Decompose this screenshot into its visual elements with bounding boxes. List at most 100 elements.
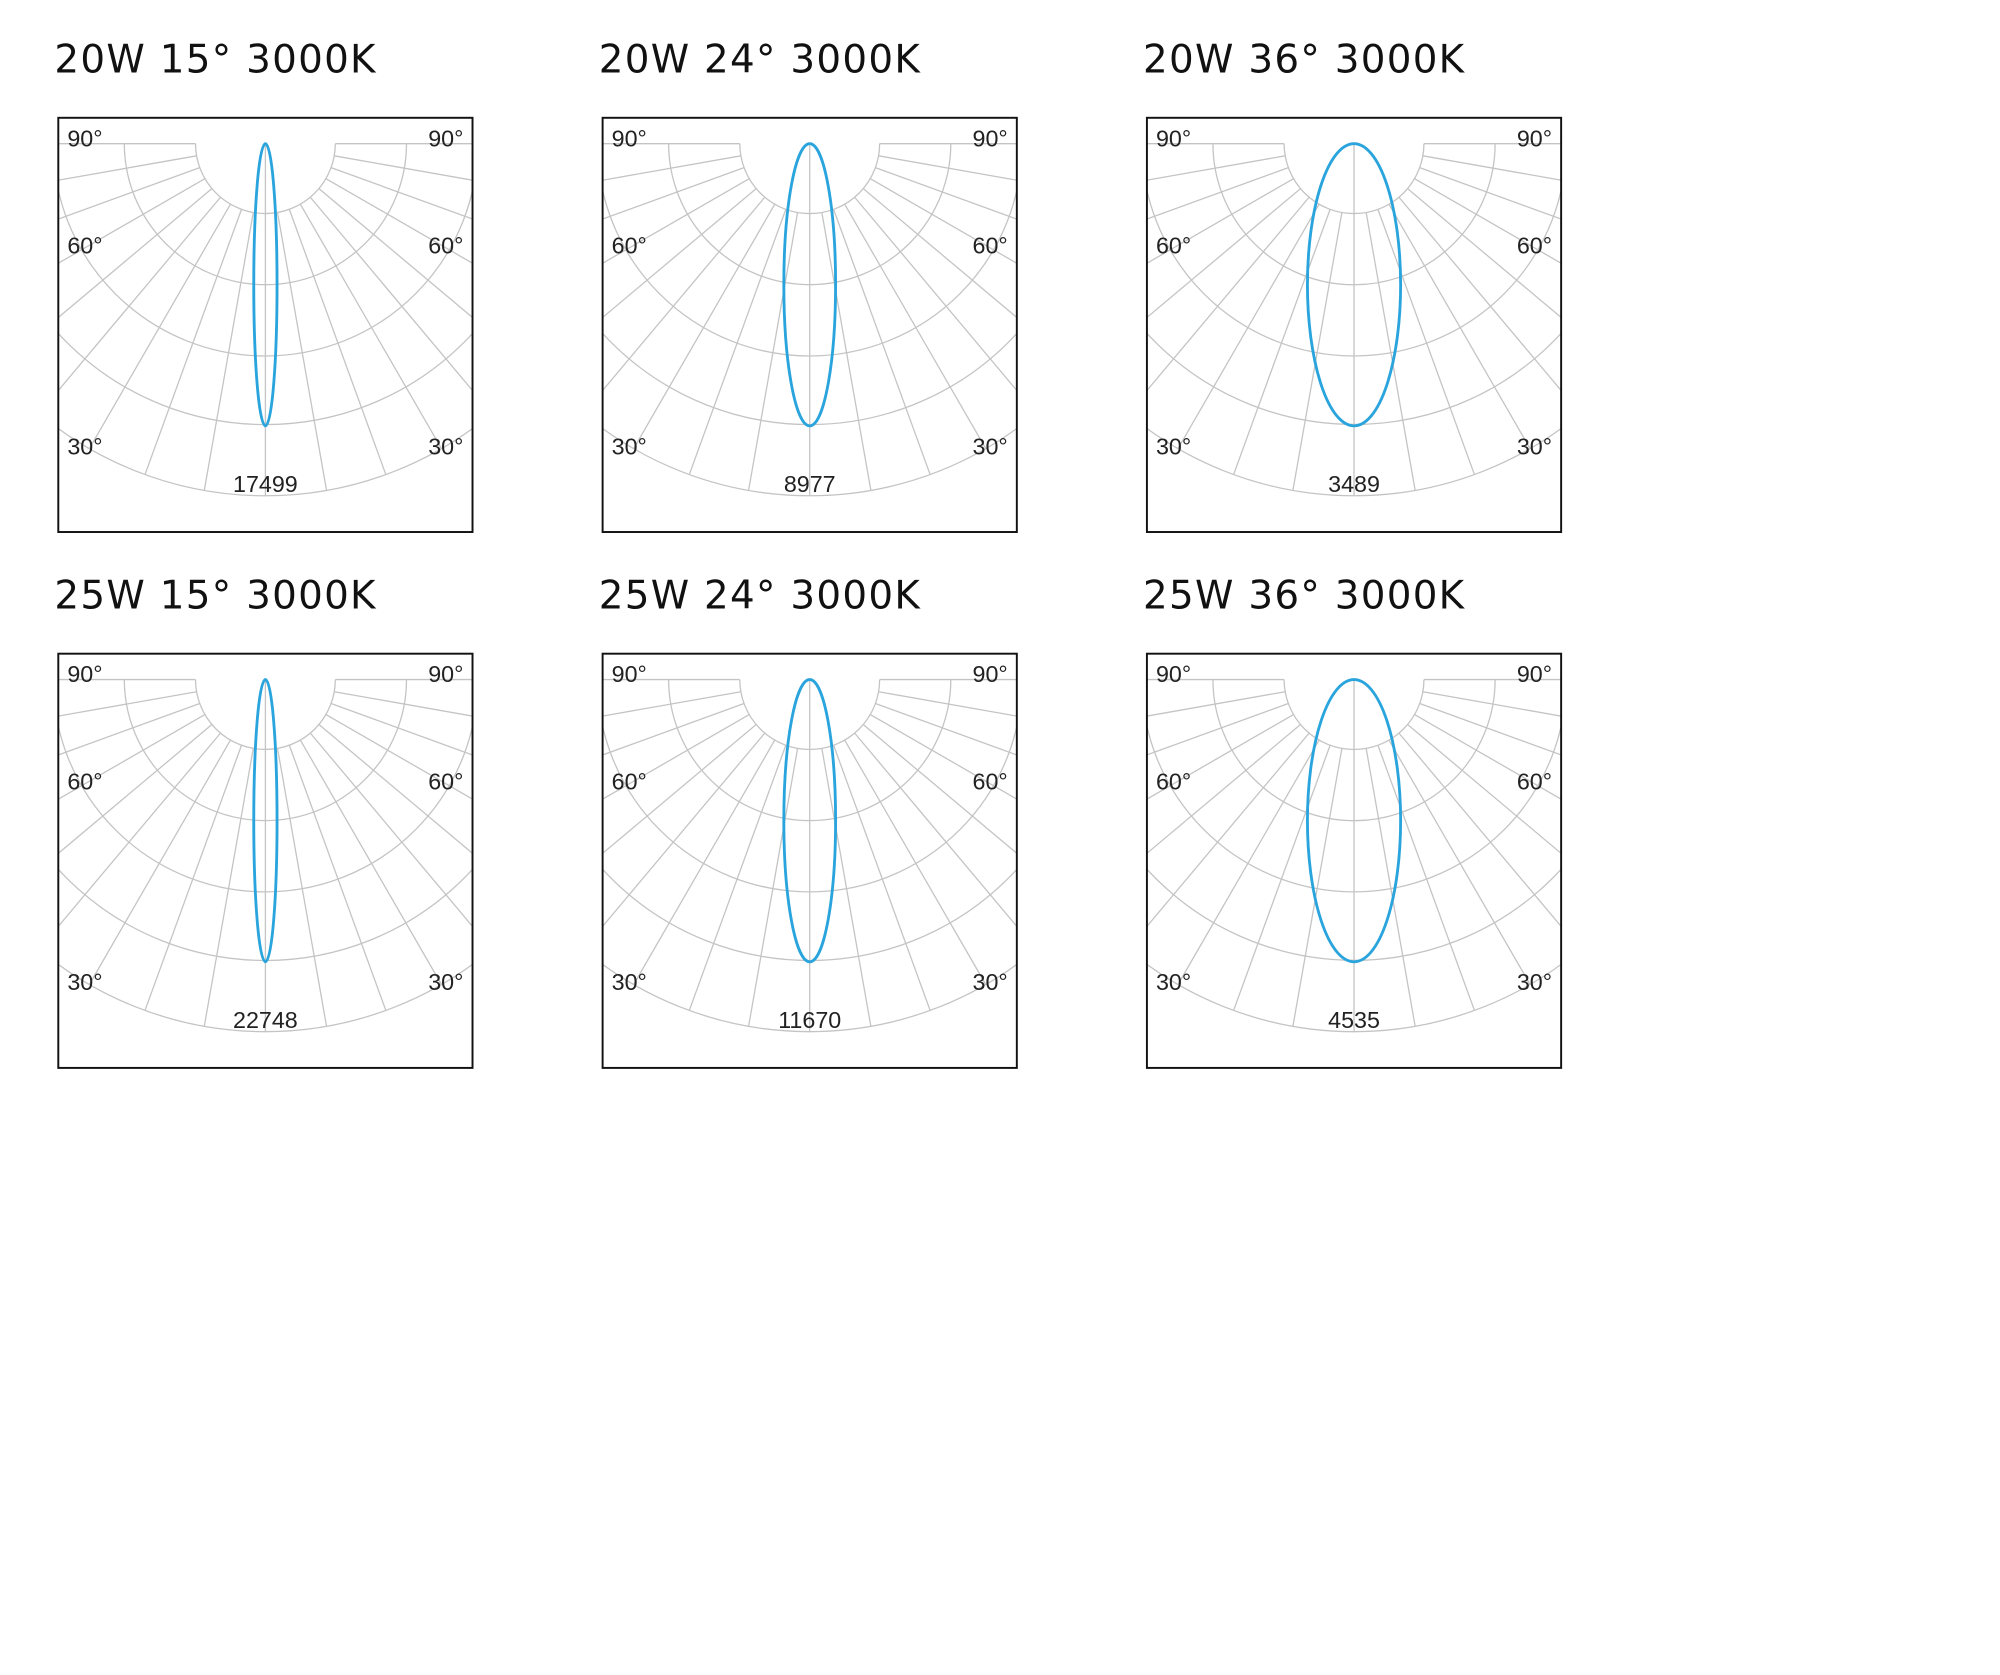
grid-spoke (878, 691, 1017, 717)
beam-curve (1306, 678, 1403, 964)
angle-label: 30° (428, 433, 463, 459)
beam-curve (782, 678, 838, 964)
grid-spoke (58, 178, 206, 265)
grid-spoke (144, 745, 243, 1011)
grid-spoke (330, 702, 473, 756)
beam-curve (1306, 142, 1403, 428)
grid-spoke (1422, 691, 1562, 717)
angle-label: 60° (67, 233, 102, 259)
grid-spoke (1232, 209, 1331, 475)
grid-spoke (1232, 745, 1331, 1011)
panel-frame (57, 652, 474, 1069)
angle-label: 30° (67, 969, 102, 995)
grid-spoke (58, 713, 206, 800)
grid-spoke (88, 203, 232, 449)
grid-spoke (58, 155, 197, 181)
grid-spoke (1146, 724, 1301, 855)
angle-label: 90° (612, 125, 647, 151)
grid-spoke (844, 739, 987, 985)
angle-label: 30° (973, 969, 1008, 995)
panel-title: 20W 15° 3000K (54, 37, 377, 82)
polar-grid (58, 678, 473, 1033)
angle-label: 90° (1156, 661, 1191, 687)
grid-spoke (1146, 196, 1310, 392)
grid-spoke (854, 196, 1017, 392)
angle-label: 60° (1517, 233, 1552, 259)
polar-grid (1146, 678, 1562, 1033)
grid-spoke (844, 203, 987, 449)
grid-spoke (309, 196, 473, 392)
grid-spoke (1365, 748, 1416, 1027)
panel-frame (1145, 652, 1563, 1069)
grid-spoke (58, 188, 213, 319)
peak-intensity: 22748 (233, 1007, 298, 1033)
angle-label: 30° (612, 969, 647, 995)
grid-spoke (1292, 748, 1343, 1027)
grid-spoke (1398, 196, 1562, 392)
grid-spoke (1177, 203, 1320, 449)
angle-label: 60° (1156, 233, 1191, 259)
grid-spoke (318, 724, 473, 855)
grid-spoke (1146, 691, 1286, 717)
grid-spoke (58, 702, 200, 756)
angle-label: 90° (973, 661, 1008, 687)
grid-spoke (633, 203, 776, 449)
polar-panel: 20W 36° 3000K 90° 90° 60° 60° 30° 30° 3489 (1143, 37, 1563, 533)
grid-spoke (633, 739, 776, 985)
grid-spoke (688, 209, 787, 475)
grid-spoke (1407, 724, 1562, 855)
grid-spoke (878, 155, 1017, 181)
beam-curve (782, 142, 838, 428)
grid-spoke (862, 724, 1017, 855)
grid-spoke (747, 748, 799, 1027)
grid-spoke (1398, 732, 1562, 928)
grid-spoke (869, 178, 1017, 265)
grid-spoke (58, 196, 221, 392)
grid-spoke (330, 166, 473, 220)
angle-label: 60° (428, 769, 463, 795)
panel-title: 20W 36° 3000K (1143, 37, 1466, 82)
angle-label: 60° (973, 233, 1008, 259)
grid-spoke (602, 732, 766, 928)
grid-spoke (1388, 739, 1531, 985)
angle-label: 90° (973, 125, 1008, 151)
grid-spoke (58, 732, 221, 928)
polar-panel: 20W 24° 3000K 90° 90° 60° 60° 30° 30° 8977 (599, 37, 1018, 533)
angle-label: 30° (1517, 433, 1552, 459)
angle-label: 90° (1156, 125, 1191, 151)
grid-spoke (1414, 178, 1562, 265)
grid-spoke (1388, 203, 1531, 449)
grid-spoke (334, 155, 473, 181)
grid-spoke (1146, 732, 1310, 928)
panel-frame (57, 116, 474, 533)
grid-spoke (299, 739, 443, 985)
grid-spoke (1414, 713, 1562, 800)
grid-spoke (1407, 188, 1562, 319)
grid-spoke (602, 702, 745, 756)
panel-frame (601, 116, 1018, 533)
grid-spoke (334, 691, 473, 717)
panel-title: 25W 15° 3000K (54, 573, 377, 618)
angle-label: 60° (428, 233, 463, 259)
polar-panel: 25W 24° 3000K 90° 90° 60° 60° 30° 30° 11670 (599, 573, 1018, 1069)
grid-spoke (688, 745, 787, 1011)
angle-label: 30° (428, 969, 463, 995)
grid-spoke (875, 702, 1017, 756)
grid-spoke (88, 739, 232, 985)
grid-spoke (203, 748, 254, 1027)
grid-spoke (602, 691, 741, 717)
grid-spoke (1146, 702, 1289, 756)
angle-label: 90° (67, 661, 102, 687)
grid-spoke (602, 178, 750, 265)
grid-spoke (1377, 745, 1476, 1011)
angle-label: 30° (67, 433, 102, 459)
angle-label: 90° (428, 661, 463, 687)
grid-spoke (1177, 739, 1320, 985)
peak-intensity: 8977 (784, 471, 836, 497)
grid-spoke (602, 155, 741, 181)
grid-spoke (299, 203, 443, 449)
angle-label: 30° (1156, 433, 1191, 459)
angle-label: 60° (612, 233, 647, 259)
grid-spoke (854, 732, 1017, 928)
